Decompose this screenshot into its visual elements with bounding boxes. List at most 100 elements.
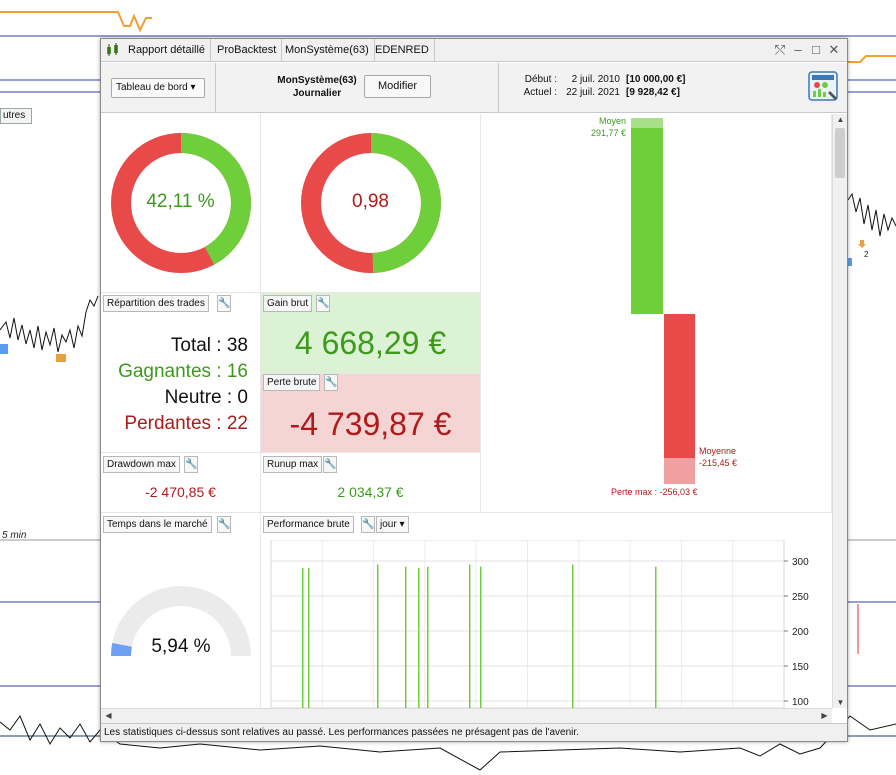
scroll-left-arrow[interactable]: ◀ [105, 711, 112, 720]
losing-trades: Perdantes : 22 [124, 413, 248, 434]
system-name: MonSystème(63) [277, 75, 357, 86]
dashboard-select[interactable]: Tableau de bord ▾ [111, 78, 205, 98]
gross-loss-value: -4 739,87 € [289, 406, 452, 442]
close-icon[interactable]: ✕ [828, 42, 840, 57]
time-in-market-gauge [111, 586, 251, 656]
average-loss-bar [664, 314, 695, 458]
average-gain-bar-cap [631, 118, 663, 128]
tab-system[interactable]: MonSystème(63) [280, 39, 375, 62]
minimize-icon[interactable]: – [794, 42, 802, 57]
performance-bar [480, 566, 482, 708]
average-loss-label: Moyenne [699, 446, 737, 456]
runup-panel: Runup max 🔧 2 034,37 € [261, 453, 481, 513]
time-in-market-value: 5,94 % [151, 636, 211, 657]
gross-loss-panel: Perte brute 🔧 -4 739,87 € [261, 374, 481, 453]
performance-bar [655, 566, 657, 708]
drawdown-panel: Drawdown max 🔧 -2 470,85 € [101, 453, 261, 513]
start-label: Début : [524, 74, 557, 85]
current-label: Actuel : [523, 87, 557, 98]
total-trades: Total : 38 [170, 335, 248, 356]
win-rate-value: 42,11 % [146, 191, 215, 212]
system-info: MonSystème(63) Journalier [269, 74, 365, 100]
disclaimer-footer: Les statistiques ci-dessus sont relative… [101, 723, 847, 741]
scroll-down-arrow[interactable]: ▼ [836, 698, 845, 707]
y-tick-label: 250 [792, 592, 809, 603]
backtest-dates: Début : 2 juil. 2010 [10 000,00 €] Actuel … [521, 73, 731, 99]
gross-gain-title: Gain brut [263, 295, 313, 312]
performance-bar [469, 564, 471, 708]
performance-bar [302, 568, 304, 708]
gain-loss-ratio-value: 0,98 [352, 191, 389, 212]
y-tick-label: 300 [792, 557, 809, 568]
side-panel-tab[interactable]: utres [0, 108, 32, 124]
gross-gain-value: 4 668,29 € [294, 325, 447, 361]
gain-loss-ratio-donut [301, 133, 441, 273]
winning-trades: Gagnantes : 16 [118, 361, 248, 382]
time-in-market-panel: Temps dans le marché 🔧 5,94 % [101, 513, 261, 708]
average-gain-loss-panel: Moyen 291,77 € Moyenne -215,45 € Perte m… [481, 114, 832, 513]
wrench-icon[interactable]: 🔧 [217, 516, 231, 533]
average-loss-value: -215,45 € [699, 458, 738, 468]
modify-button[interactable]: Modifier [364, 75, 431, 98]
gross-performance-chart: 100 150 200 250 300 [270, 540, 809, 708]
performance-title: Performance brute [263, 516, 354, 533]
wrench-icon[interactable]: 🔧 [184, 456, 198, 473]
wrench-icon[interactable]: 🔧 [217, 295, 231, 312]
runup-title: Runup max [263, 456, 323, 473]
dashboard-select-label: Tableau de bord [116, 82, 188, 93]
tab-detailed-report[interactable]: Rapport détaillé [123, 39, 212, 62]
performance-bar [427, 566, 429, 708]
trade-marker-label: 2 [864, 250, 869, 259]
report-settings-icon[interactable] [808, 71, 840, 103]
win-rate-donut [111, 133, 251, 273]
price-candles-left [0, 295, 99, 353]
indicator-line-orange [0, 11, 152, 33]
candlestick-app-icon [107, 43, 118, 56]
vertical-scrollbar[interactable]: ▲ ▼ [832, 114, 847, 708]
detailed-report-window: Rapport détaillé ProBacktest MonSystème(… [100, 38, 848, 742]
wrench-icon[interactable]: 🔧 [323, 456, 337, 473]
max-loss-bar [664, 458, 695, 484]
performance-bar [572, 564, 574, 708]
max-loss-label: Perte max : -256,03 € [611, 487, 698, 497]
gross-loss-title: Perte brute [263, 374, 321, 391]
system-period: Journalier [292, 88, 342, 99]
win-rate-panel: 42,11 % [101, 114, 261, 293]
oscillator-line [0, 714, 896, 771]
share-icon[interactable]: ⤲ [774, 42, 786, 57]
tab-edenred[interactable]: EDENRED [370, 39, 435, 62]
tab-probacktest[interactable]: ProBacktest [212, 39, 283, 62]
scroll-right-arrow[interactable]: ▶ [821, 711, 828, 720]
performance-period-select[interactable]: jour ▾ [376, 516, 409, 533]
y-tick-label: 100 [792, 697, 809, 708]
start-capital: [10 000,00 €] [626, 74, 686, 85]
timeframe-label: 5 min [2, 530, 27, 541]
wrench-icon[interactable]: 🔧 [324, 374, 338, 391]
horizontal-scrollbar[interactable]: ◀ ▶ [101, 708, 832, 723]
maximize-icon[interactable]: □ [812, 42, 820, 57]
neutral-trades: Neutre : 0 [164, 387, 248, 408]
chevron-down-icon: ▾ [399, 519, 405, 530]
drawdown-value: -2 470,85 € [145, 484, 216, 500]
current-date: 22 juil. 2021 [566, 87, 620, 98]
average-gain-label: Moyen [598, 116, 626, 126]
trade-distribution-panel: Répartition des trades 🔧 Total : 38 Gagn… [101, 293, 261, 453]
average-gain-bar [631, 128, 663, 314]
dashboard-content: 42,11 % 0,98 Répartition des trades 🔧 To… [101, 114, 847, 708]
time-in-market-title: Temps dans le marché [103, 516, 212, 533]
gross-gain-panel: Gain brut 🔧 4 668,29 € [261, 293, 481, 374]
wrench-icon[interactable]: 🔧 [361, 516, 375, 533]
performance-bar [418, 568, 420, 708]
y-tick-label: 150 [792, 662, 809, 673]
runup-value: 2 034,37 € [337, 484, 404, 500]
performance-bar [377, 564, 379, 708]
trade-distribution-title: Répartition des trades [103, 295, 209, 312]
wrench-icon[interactable]: 🔧 [316, 295, 330, 312]
scrollbar-thumb[interactable] [835, 128, 845, 178]
price-candles-right [847, 192, 896, 237]
chevron-down-icon: ▾ [190, 82, 196, 93]
gross-performance-panel: Performance brute 🔧 jour ▾ 100 150 200 250 3… [261, 513, 832, 708]
start-date: 2 juil. 2010 [571, 74, 620, 85]
performance-period-label: jour [380, 519, 397, 530]
scroll-up-arrow[interactable]: ▲ [836, 115, 845, 124]
